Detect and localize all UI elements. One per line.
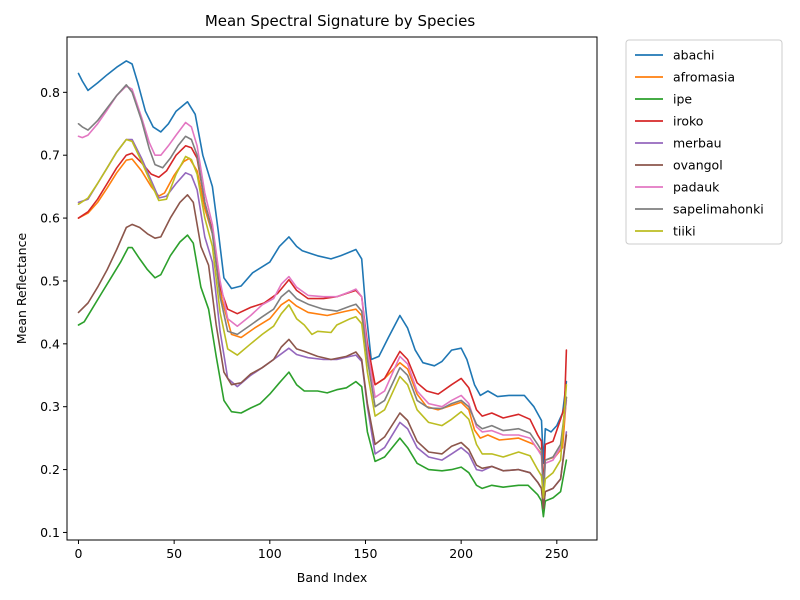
series-line-sapelimahonki bbox=[77, 84, 568, 496]
plot-lines bbox=[77, 60, 568, 518]
series-line-tiiki bbox=[77, 138, 568, 499]
x-tick-label: 250 bbox=[545, 546, 569, 561]
y-tick-label: 0.3 bbox=[40, 399, 60, 414]
series-line-ipe bbox=[77, 234, 568, 518]
plot-frame bbox=[66, 36, 598, 541]
legend-label-iroko: iroko bbox=[673, 114, 703, 129]
x-tick-label: 150 bbox=[354, 546, 378, 561]
series-line-iroko bbox=[77, 145, 568, 493]
y-tick-label: 0.5 bbox=[40, 273, 60, 288]
legend-frame bbox=[625, 39, 783, 245]
legend-label-afromasia: afromasia bbox=[673, 70, 735, 85]
y-axis-ticks: 0.1 0.2 0.3 0.4 0.5 0.6 0.7 0.8 bbox=[40, 85, 67, 540]
x-tick-label: 200 bbox=[449, 546, 473, 561]
chart-title: Mean Spectral Signature by Species bbox=[205, 12, 476, 30]
legend-label-abachi: abachi bbox=[673, 48, 715, 63]
y-tick-label: 0.1 bbox=[40, 525, 60, 540]
x-tick-label: 50 bbox=[166, 546, 182, 561]
series-line-ovangol bbox=[77, 194, 568, 510]
y-tick-label: 0.7 bbox=[40, 148, 60, 163]
x-axis-label: Band Index bbox=[297, 570, 367, 585]
y-tick-label: 0.6 bbox=[40, 211, 60, 226]
series-line-afromasia bbox=[77, 157, 568, 493]
legend-label-merbau: merbau bbox=[673, 136, 722, 151]
x-axis-ticks: 0 50 100 150 200 250 bbox=[75, 540, 569, 561]
y-tick-label: 0.4 bbox=[40, 336, 60, 351]
series-line-padauk bbox=[77, 85, 568, 496]
legend-label-tiiki: tiiki bbox=[673, 224, 696, 239]
legend-label-ovangol: ovangol bbox=[673, 158, 723, 173]
y-tick-label: 0.8 bbox=[40, 85, 60, 100]
legend: abachi afromasia ipe iroko merbau ovangol pada… bbox=[625, 39, 783, 245]
legend-label-sapelimahonki: sapelimahonki bbox=[673, 202, 764, 217]
y-tick-label: 0.2 bbox=[40, 462, 60, 477]
x-tick-label: 0 bbox=[75, 546, 83, 561]
series-line-merbau bbox=[77, 138, 568, 509]
x-tick-label: 100 bbox=[258, 546, 282, 561]
series-line-abachi bbox=[77, 60, 568, 465]
legend-label-ipe: ipe bbox=[673, 92, 692, 107]
legend-label-padauk: padauk bbox=[673, 180, 720, 195]
y-axis-label: Mean Reflectance bbox=[14, 233, 29, 345]
